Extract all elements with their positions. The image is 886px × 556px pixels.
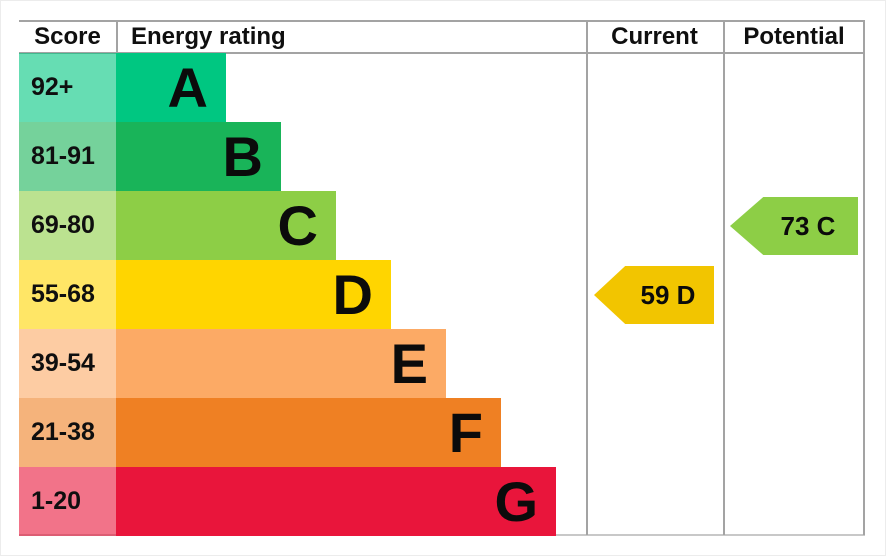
band-bar-c: C xyxy=(116,191,336,260)
band-row-a: 92+ A xyxy=(19,53,226,122)
band-bar-a: A xyxy=(116,53,226,122)
energy-rating-column-header: Energy rating xyxy=(131,23,286,50)
potential-column-header: Potential xyxy=(743,23,845,50)
band-bar-g: G xyxy=(116,467,556,536)
band-row-d: 55-68 D xyxy=(19,260,391,329)
score-range-a: 92+ xyxy=(19,53,116,122)
score-range-b: 81-91 xyxy=(19,122,116,191)
band-row-f: 21-38 F xyxy=(19,398,501,467)
current-potential-divider xyxy=(723,20,725,535)
score-range-f: 21-38 xyxy=(19,398,116,467)
band-row-e: 39-54 E xyxy=(19,329,446,398)
header-top-line xyxy=(19,20,865,22)
band-bar-b: B xyxy=(116,122,281,191)
score-column-header: Score xyxy=(34,23,101,50)
band-bar-f: F xyxy=(116,398,501,467)
potential-rating-arrow: 73 C xyxy=(730,197,858,255)
band-row-b: 81-91 B xyxy=(19,122,281,191)
score-range-d: 55-68 xyxy=(19,260,116,329)
band-bar-e: E xyxy=(116,329,446,398)
potential-column-right-line xyxy=(863,20,865,535)
band-row-g: 1-20 G xyxy=(19,467,556,536)
band-bar-d: D xyxy=(116,260,391,329)
header-underline xyxy=(19,52,865,54)
score-range-g: 1-20 xyxy=(19,467,116,536)
score-rating-divider xyxy=(116,20,118,53)
score-range-c: 69-80 xyxy=(19,191,116,260)
current-column-left-line xyxy=(586,20,588,535)
score-range-e: 39-54 xyxy=(19,329,116,398)
current-column-header: Current xyxy=(611,23,698,50)
band-row-c: 69-80 C xyxy=(19,191,336,260)
current-rating-arrow: 59 D xyxy=(594,266,714,324)
